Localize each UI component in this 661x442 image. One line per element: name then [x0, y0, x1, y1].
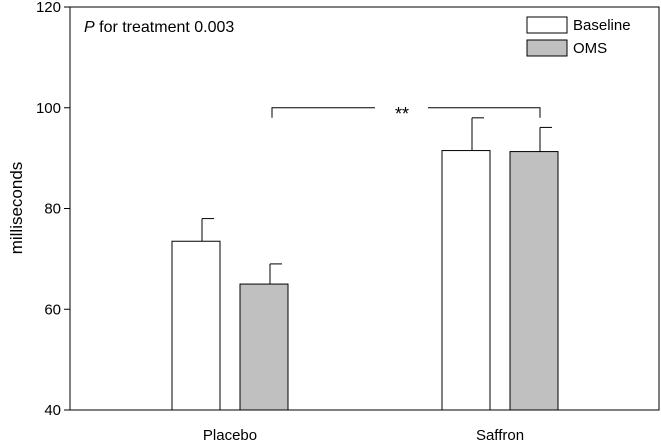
y-tick-label-120: 120	[36, 0, 61, 16]
saffron-oms-bar	[509, 151, 559, 411]
legend-swatch-baseline	[526, 16, 568, 34]
p-value-text: for treatment 0.003	[95, 19, 235, 36]
y-tick-label-80: 80	[44, 201, 61, 218]
legend-swatch-oms	[526, 39, 568, 57]
placebo-baseline-bar	[171, 240, 221, 411]
legend-label-oms: OMS	[573, 40, 607, 57]
y-tick-label-60: 60	[44, 301, 61, 318]
significance-bracket-right	[428, 107, 541, 118]
treatment-p-value-annotation: P for treatment 0.003	[84, 19, 234, 36]
y-tick-label-40: 40	[44, 402, 61, 419]
saffron-baseline-bar	[441, 150, 491, 411]
p-symbol: P	[84, 19, 95, 36]
legend-label-baseline: Baseline	[573, 17, 631, 34]
significance-bracket-left	[271, 107, 375, 118]
plot-frame	[69, 6, 660, 411]
y-tick-label-100: 100	[36, 100, 61, 117]
x-tick-label-placebo: Placebo	[203, 427, 257, 442]
placebo-oms-bar	[239, 283, 289, 411]
y-axis-title: milliseconds	[7, 162, 26, 255]
x-tick-label-saffron: Saffron	[476, 427, 524, 442]
significance-marker: **	[395, 104, 409, 124]
